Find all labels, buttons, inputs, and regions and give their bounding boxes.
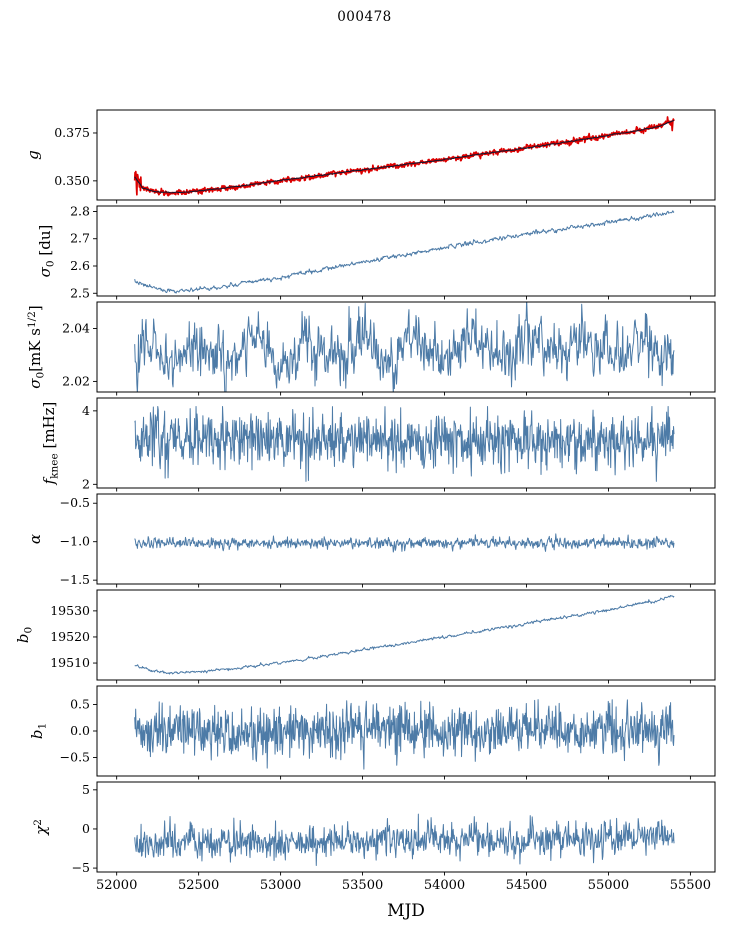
panel-frame-fknee <box>96 397 716 489</box>
x-tick-label: 53500 <box>342 878 383 893</box>
y-tick-label: 0.0 <box>70 723 90 738</box>
y-tick-label: 19530 <box>50 603 90 618</box>
panel-b0: 19510 19520 19530 b0 <box>14 589 716 684</box>
panel-sigma0-du: 2.5 2.6 2.7 2.8 σ0 [du] <box>36 203 716 300</box>
series-g-measured <box>133 116 675 197</box>
y-tick-label: 2.7 <box>70 231 90 246</box>
y-tick-label: 0.350 <box>54 173 90 188</box>
x-tick-label: 55000 <box>588 878 629 893</box>
y-tick-label: −5 <box>72 860 90 875</box>
y-axis-label-b1: b1 <box>28 723 49 739</box>
x-tick-label: 53000 <box>260 878 301 893</box>
y-tick-label: 0 <box>82 821 90 836</box>
series-g-fit <box>134 119 675 194</box>
series-alpha <box>134 533 675 553</box>
figure-title: 000478 <box>337 9 392 25</box>
panel-chi2: −5 0 5 χ2 <box>32 781 716 876</box>
y-tick-label: 2.8 <box>70 203 90 218</box>
panel-g: 0.350 0.375 g <box>24 109 716 204</box>
y-tick-label: 2 <box>82 476 90 491</box>
y-axis-label-chi2: χ2 <box>32 819 50 836</box>
y-tick-label: 2.02 <box>62 373 90 388</box>
series-fknee <box>134 405 675 482</box>
panel-b1: −0.5 0.0 0.5 b1 <box>28 685 716 780</box>
y-tick-label: 2.6 <box>70 258 90 273</box>
series-b0 <box>134 594 675 675</box>
y-axis-label-sigma0-du: σ0 [du] <box>36 225 57 278</box>
series-sigma0-du <box>134 210 675 294</box>
y-tick-label: 19520 <box>50 629 90 644</box>
y-axis-label-alpha: α <box>26 534 44 544</box>
panel-frame-chi2 <box>96 781 716 873</box>
series-sigma0-mk <box>134 302 675 392</box>
panel-frame-alpha <box>96 493 716 585</box>
x-axis-label: MJD <box>387 901 425 921</box>
panel-sigma0-mk: 2.02 2.04 σ0[mK s1/2] <box>26 301 716 396</box>
panel-frame-g <box>96 109 716 201</box>
x-tick-label: 52500 <box>178 878 219 893</box>
y-axis-label-g: g <box>24 150 42 160</box>
x-tick-label: 52000 <box>96 878 137 893</box>
y-tick-label: 2.5 <box>70 285 90 300</box>
y-axis-label-b0: b0 <box>14 627 35 643</box>
x-tick-label: 55500 <box>670 878 711 893</box>
y-tick-label: 0.375 <box>54 125 90 140</box>
series-b1 <box>134 699 675 770</box>
y-axis-label-sigma0-mk: σ0[mK s1/2] <box>26 305 47 388</box>
x-tick-label: 54000 <box>424 878 465 893</box>
y-tick-label: −1.0 <box>60 534 90 549</box>
panel-alpha: −1.5 −1.0 −0.5 α <box>26 493 716 588</box>
y-tick-label: 5 <box>82 782 90 797</box>
y-axis-label-fknee: fknee [mHz] <box>40 402 61 486</box>
panel-fknee: 2 4 fknee [mHz] <box>40 397 716 492</box>
y-tick-label: 2.04 <box>62 320 90 335</box>
y-tick-label: −0.5 <box>60 495 90 510</box>
x-tick-label: 54500 <box>506 878 547 893</box>
y-tick-label: 19510 <box>50 655 90 670</box>
y-tick-label: 4 <box>82 403 90 418</box>
y-tick-label: −0.5 <box>60 749 90 764</box>
series-chi2 <box>134 813 675 866</box>
y-tick-label: 0.5 <box>70 697 90 712</box>
y-tick-label: −1.5 <box>60 572 90 587</box>
panel-frame-sigma0-mk <box>96 301 716 393</box>
panel-frame-b0 <box>96 589 716 681</box>
panel-frame-sigma0-du <box>96 205 716 297</box>
